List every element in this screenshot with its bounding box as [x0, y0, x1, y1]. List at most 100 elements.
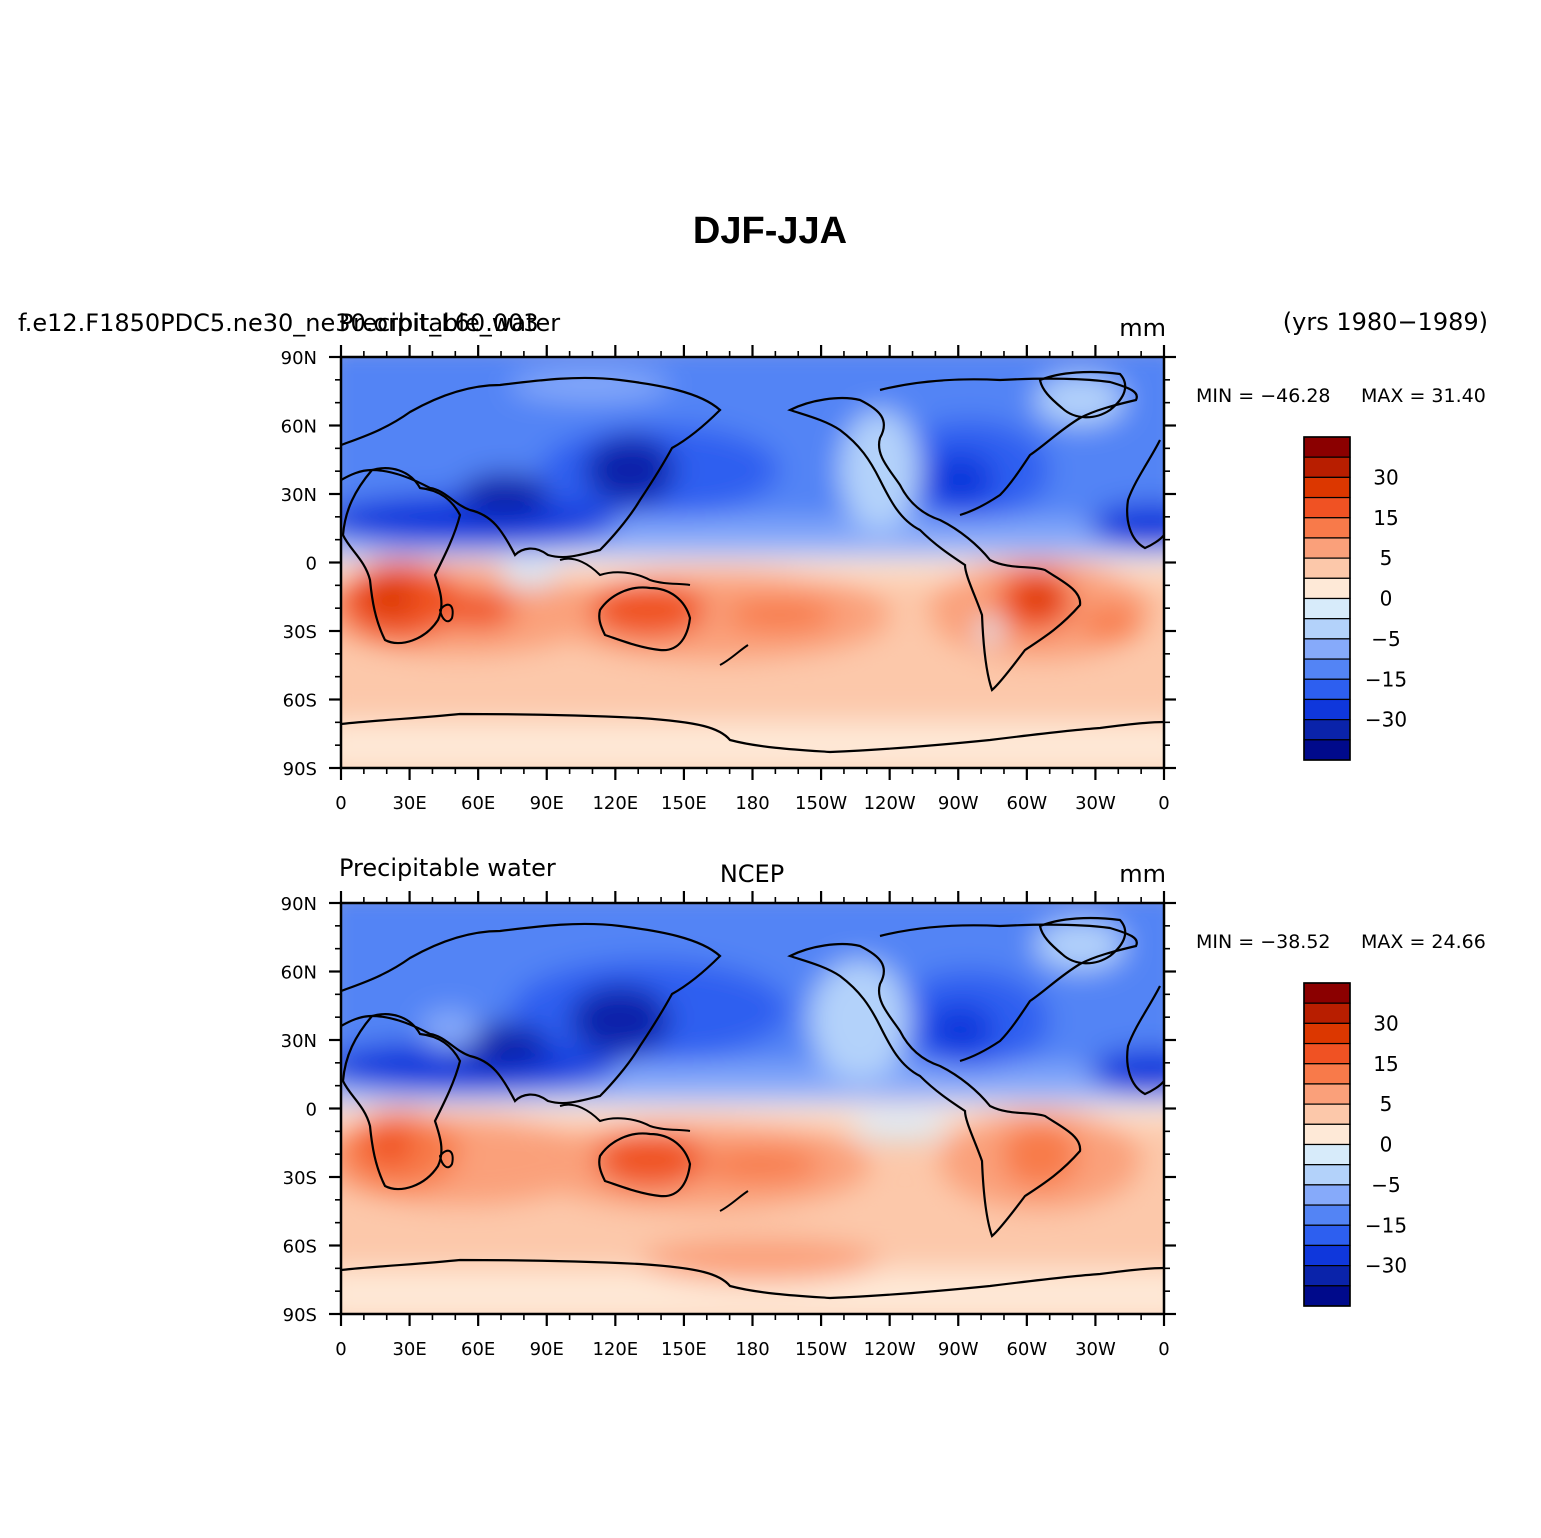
lon-tick-label: 120W — [864, 1339, 916, 1360]
lon-tick-label: 90W — [938, 793, 979, 814]
colorbar-swatch — [1303, 1083, 1351, 1105]
panel-obs-axis-ticks: 90N 60N 30N 0 30S 60S 90S 0 30E 60E 90E 120E 150E 180… — [281, 891, 1176, 1360]
colorbar-swatch — [1303, 557, 1351, 579]
lat-tick-label: 60S — [283, 1237, 317, 1258]
colorbar-swatch — [1303, 698, 1351, 721]
lon-tick-label: 90E — [530, 1339, 564, 1360]
panel-obs-max-label: MAX = 24.66 — [1361, 931, 1486, 953]
panel-obs-coastlines — [341, 916, 1164, 1300]
colorbar-swatch — [1303, 638, 1351, 660]
panel-obs-units-label: mm — [1119, 860, 1166, 888]
panel-model: f.e12.F1850PDC5.ne30_ne30.orbit_L60.003 … — [18, 308, 1488, 814]
colorbar-label: 5 — [1380, 1092, 1393, 1116]
colorbar-label: 30 — [1373, 465, 1398, 489]
colorbar-swatch — [1303, 1042, 1351, 1065]
colorbar-swatch — [1303, 496, 1351, 519]
panel-obs-colorbar: 30 15 5 0 −5 −15 −30 — [1303, 982, 1407, 1307]
panel-model-coastlines — [341, 370, 1164, 754]
lon-tick-label: 180 — [735, 793, 769, 814]
colorbar-swatch — [1303, 456, 1351, 478]
lon-tick-label: 150E — [661, 793, 707, 814]
lat-tick-label: 90S — [283, 759, 317, 780]
lat-tick-label: 60S — [283, 691, 317, 712]
colorbar-label: 5 — [1380, 546, 1393, 570]
case-name-label: f.e12.F1850PDC5.ne30_ne30.orbit_L60.003 — [18, 309, 539, 337]
colorbar-swatch — [1303, 577, 1351, 600]
colorbar-label: 0 — [1380, 1133, 1393, 1157]
colorbar-swatch — [1303, 739, 1351, 761]
lon-tick-label: 90W — [938, 1339, 979, 1360]
colorbar-frame — [1303, 982, 1351, 1307]
colorbar-label: −15 — [1365, 1213, 1407, 1237]
lat-tick-label: 0 — [306, 554, 317, 575]
colorbar-swatch — [1303, 1204, 1351, 1226]
colorbar-swatch — [1303, 719, 1351, 741]
colorbar-label: −5 — [1371, 1173, 1400, 1197]
colorbar-label: −15 — [1365, 667, 1407, 691]
colorbar-label: 30 — [1373, 1011, 1398, 1035]
lat-tick-label: 60N — [281, 417, 317, 438]
lat-tick-label: 30S — [283, 622, 317, 643]
colorbar-label: −30 — [1365, 1254, 1407, 1278]
colorbar-label: 15 — [1373, 506, 1398, 530]
lon-tick-label: 120E — [592, 793, 638, 814]
panel-obs-variable-label: Precipitable water — [339, 854, 556, 882]
colorbar-label: 0 — [1380, 587, 1393, 611]
panel-model-colorbar: 30 15 5 0 −5 −15 −30 — [1303, 436, 1407, 761]
panel-model-variable-label: Precipitable_water — [339, 309, 560, 337]
lon-tick-label: 150W — [795, 793, 847, 814]
colorbar-swatch — [1303, 436, 1351, 458]
lat-tick-label: 90N — [281, 894, 317, 915]
colorbar-label: −5 — [1371, 627, 1400, 651]
lat-tick-label: 30N — [281, 1031, 317, 1052]
lon-tick-label: 150W — [795, 1339, 847, 1360]
colorbar-swatch — [1303, 658, 1351, 680]
lon-tick-label: 60W — [1006, 793, 1047, 814]
colorbar-swatch — [1303, 537, 1351, 559]
lon-tick-label: 30W — [1075, 793, 1116, 814]
lon-tick-label: 0 — [335, 1339, 346, 1360]
lon-tick-label: 90E — [530, 793, 564, 814]
colorbar-swatch — [1303, 1123, 1351, 1146]
lon-tick-label: 0 — [335, 793, 346, 814]
panel-obs-map — [341, 903, 1164, 1314]
colorbar-swatch — [1303, 1022, 1351, 1045]
lon-tick-label: 120W — [864, 793, 916, 814]
colorbar-swatch — [1303, 1002, 1351, 1024]
lat-tick-label: 30S — [283, 1168, 317, 1189]
lon-tick-label: 150E — [661, 1339, 707, 1360]
colorbar-swatch — [1303, 618, 1351, 640]
colorbar-swatch — [1303, 1285, 1351, 1307]
colorbar-swatch — [1303, 1224, 1351, 1247]
colorbar-swatch — [1303, 597, 1351, 620]
colorbar-swatch — [1303, 1143, 1351, 1166]
lon-tick-label: 0 — [1158, 1339, 1169, 1360]
panel-model-units-label: mm — [1119, 314, 1166, 342]
panel-model-map — [341, 357, 1164, 768]
lon-tick-label: 60E — [461, 793, 495, 814]
panel-obs-min-label: MIN = −38.52 — [1196, 931, 1331, 953]
panel-obs: Precipitable water NCEP mm MIN = −38.52 … — [281, 854, 1486, 1360]
lon-tick-label: 30W — [1075, 1339, 1116, 1360]
lon-tick-label: 180 — [735, 1339, 769, 1360]
colorbar-label: −30 — [1365, 708, 1407, 732]
colorbar-swatch — [1303, 1103, 1351, 1125]
lon-tick-label: 30E — [392, 793, 426, 814]
lon-tick-label: 60E — [461, 1339, 495, 1360]
map-contour-field — [341, 903, 1164, 1314]
colorbar-swatch — [1303, 1184, 1351, 1206]
lon-tick-label: 30E — [392, 1339, 426, 1360]
lat-tick-label: 0 — [306, 1100, 317, 1121]
colorbar-frame — [1303, 436, 1351, 761]
lat-tick-label: 30N — [281, 485, 317, 506]
colorbar-label: 15 — [1373, 1052, 1398, 1076]
panel-model-min-label: MIN = −46.28 — [1196, 385, 1331, 407]
lon-tick-label: 120E — [592, 1339, 638, 1360]
figure-title: DJF-JJA — [693, 210, 847, 252]
years-label: (yrs 1980−1989) — [1283, 308, 1488, 336]
lon-tick-label: 0 — [1158, 793, 1169, 814]
lat-tick-label: 90S — [283, 1305, 317, 1326]
panel-model-axis-ticks: 90N 60N 30N 0 30S 60S 90S 0 30E 60E 90E 120E 150E 180… — [281, 345, 1176, 814]
lon-tick-label: 60W — [1006, 1339, 1047, 1360]
